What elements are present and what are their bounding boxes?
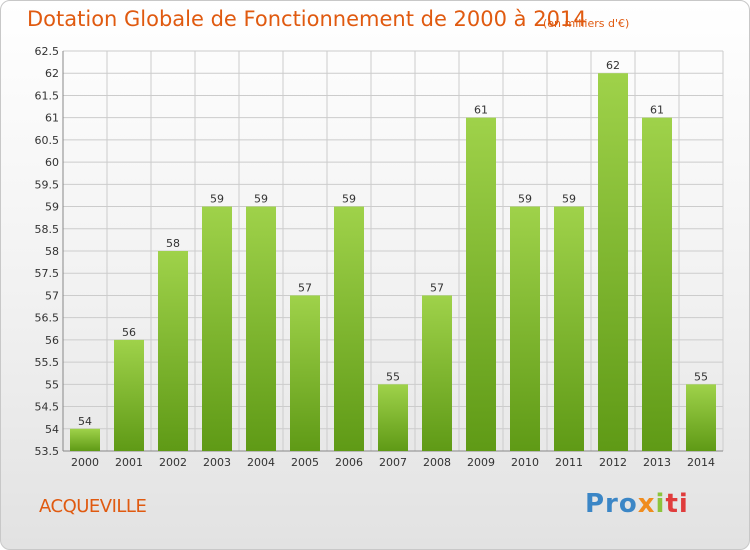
data-label: 56 bbox=[122, 326, 136, 339]
data-label: 59 bbox=[342, 193, 356, 206]
y-tick-label: 61 bbox=[45, 112, 59, 125]
data-label: 59 bbox=[518, 193, 532, 206]
data-label: 61 bbox=[474, 104, 488, 117]
chart-subtitle: (en milliers d'€) bbox=[543, 17, 630, 30]
bar[interactable] bbox=[334, 206, 364, 451]
x-tick-label: 2010 bbox=[511, 456, 539, 469]
x-tick-label: 2007 bbox=[379, 456, 407, 469]
bar[interactable] bbox=[202, 206, 232, 451]
bar[interactable] bbox=[158, 251, 188, 451]
x-tick-label: 2001 bbox=[115, 456, 143, 469]
y-tick-label: 53.5 bbox=[35, 445, 60, 458]
bar[interactable] bbox=[114, 339, 144, 451]
bar[interactable] bbox=[246, 206, 276, 451]
y-tick-label: 57.5 bbox=[35, 267, 60, 280]
bars bbox=[70, 73, 716, 452]
proxiti-logo[interactable]: Proxiti bbox=[585, 489, 689, 519]
x-tick-label: 2014 bbox=[687, 456, 715, 469]
data-label: 54 bbox=[78, 415, 92, 428]
x-tick-label: 2008 bbox=[423, 456, 451, 469]
y-tick-label: 59.5 bbox=[35, 178, 60, 191]
bar[interactable] bbox=[686, 384, 716, 451]
y-tick-label: 55.5 bbox=[35, 356, 60, 369]
bar[interactable] bbox=[466, 117, 496, 452]
y-tick-label: 58.5 bbox=[35, 223, 60, 236]
x-tick-label: 2000 bbox=[71, 456, 99, 469]
data-labels: 54 56 58 59 59 57 59 55 57 61 59 59 62 61 55 bbox=[78, 59, 708, 428]
bar[interactable] bbox=[70, 428, 100, 451]
bar[interactable] bbox=[290, 295, 320, 451]
y-tick-label: 60.5 bbox=[35, 134, 60, 147]
x-tick-label: 2012 bbox=[599, 456, 627, 469]
y-tick-label: 60 bbox=[45, 156, 59, 169]
data-label: 59 bbox=[210, 193, 224, 206]
y-tick-label: 58 bbox=[45, 245, 59, 258]
y-tick-label: 57 bbox=[45, 289, 59, 302]
chart-title: Dotation Globale de Fonctionnement de 20… bbox=[27, 7, 587, 31]
bar[interactable] bbox=[554, 206, 584, 451]
y-tick-label: 54.5 bbox=[35, 401, 60, 414]
y-tick-label: 56 bbox=[45, 334, 59, 347]
bar[interactable] bbox=[510, 206, 540, 451]
x-tick-label: 2009 bbox=[467, 456, 495, 469]
y-tick-label: 61.5 bbox=[35, 89, 60, 102]
y-tick-label: 62 bbox=[45, 67, 59, 80]
logo-part: Pro bbox=[585, 489, 638, 519]
data-label: 57 bbox=[298, 281, 312, 294]
x-tick-label: 2006 bbox=[335, 456, 363, 469]
y-tick-label: 56.5 bbox=[35, 312, 60, 325]
data-label: 59 bbox=[562, 193, 576, 206]
logo-part: i bbox=[655, 489, 666, 519]
bar[interactable] bbox=[642, 117, 672, 452]
y-tick-label: 59 bbox=[45, 201, 59, 214]
data-label: 62 bbox=[606, 59, 620, 72]
town-name: ACQUEVILLE bbox=[39, 496, 147, 517]
x-tick-label: 2013 bbox=[643, 456, 671, 469]
logo-part: x bbox=[637, 489, 656, 519]
data-label: 59 bbox=[254, 193, 268, 206]
bar[interactable] bbox=[598, 73, 628, 451]
bar[interactable] bbox=[422, 295, 452, 451]
data-label: 55 bbox=[694, 370, 708, 383]
x-tick-label: 2003 bbox=[203, 456, 231, 469]
x-tick-label: 2002 bbox=[159, 456, 187, 469]
bar[interactable] bbox=[378, 384, 408, 451]
data-label: 55 bbox=[386, 370, 400, 383]
logo-part: ti bbox=[665, 489, 689, 519]
y-tick-label: 54 bbox=[45, 423, 59, 436]
x-tick-label: 2004 bbox=[247, 456, 275, 469]
y-tick-label: 55 bbox=[45, 378, 59, 391]
data-label: 57 bbox=[430, 281, 444, 294]
x-tick-label: 2005 bbox=[291, 456, 319, 469]
data-label: 58 bbox=[166, 237, 180, 250]
data-label: 61 bbox=[650, 104, 664, 117]
x-tick-label: 2011 bbox=[555, 456, 583, 469]
y-tick-label: 62.5 bbox=[35, 45, 60, 58]
